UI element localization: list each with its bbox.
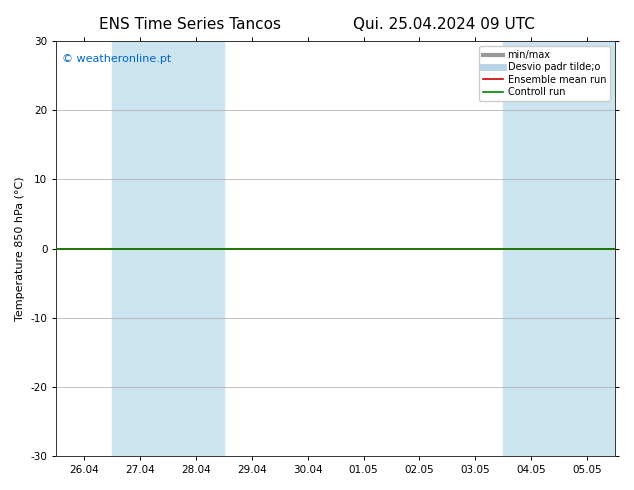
Y-axis label: Temperature 850 hPa (°C): Temperature 850 hPa (°C) — [15, 176, 25, 321]
Text: © weatheronline.pt: © weatheronline.pt — [62, 54, 171, 64]
Legend: min/max, Desvio padr tilde;o, Ensemble mean run, Controll run: min/max, Desvio padr tilde;o, Ensemble m… — [479, 46, 610, 101]
Bar — [503, 41, 615, 456]
Bar — [112, 41, 224, 456]
Text: Qui. 25.04.2024 09 UTC: Qui. 25.04.2024 09 UTC — [353, 17, 534, 32]
Text: ENS Time Series Tancos: ENS Time Series Tancos — [99, 17, 281, 32]
